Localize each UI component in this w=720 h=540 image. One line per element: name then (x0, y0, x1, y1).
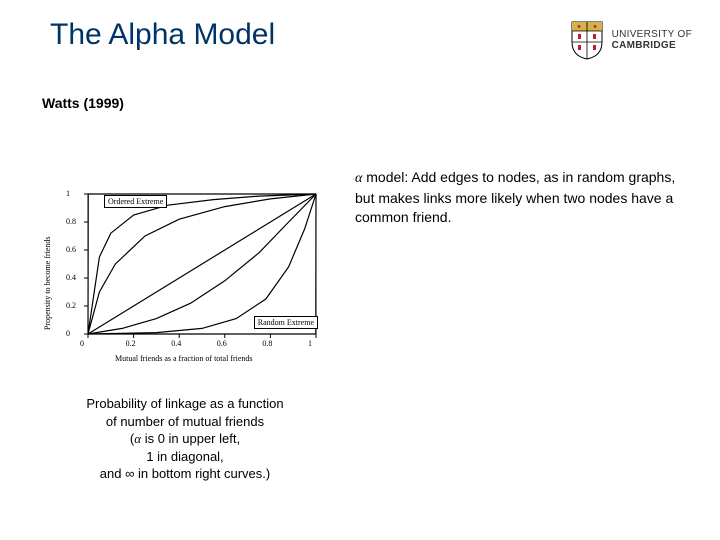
page-title: The Alpha Model (50, 18, 275, 52)
desc-text: model: Add edges to nodes, as in random … (355, 169, 675, 225)
y-tick: 0.6 (66, 245, 76, 254)
y-tick: 0.8 (66, 217, 76, 226)
slide: The Alpha Model UNIVERSITY OF CAMBRIDGE … (0, 0, 720, 540)
caption-line4: 1 in diagonal, (146, 449, 223, 464)
model-description: α model: Add edges to nodes, as in rando… (355, 168, 685, 227)
y-tick: 0.2 (66, 301, 76, 310)
ordered-extreme-box: Ordered Extreme (104, 195, 167, 208)
logo-text: UNIVERSITY OF CAMBRIDGE (612, 29, 692, 51)
x-tick: 1 (308, 339, 312, 348)
random-extreme-box: Random Extreme (254, 316, 318, 329)
x-tick: 0.2 (126, 339, 136, 348)
logo-line1: UNIVERSITY OF (612, 29, 692, 40)
x-tick: 0.6 (217, 339, 227, 348)
x-tick: 0.4 (171, 339, 181, 348)
caption-line5: and ∞ in bottom right curves.) (100, 466, 270, 481)
university-logo: UNIVERSITY OF CAMBRIDGE (570, 20, 692, 60)
x-axis-label: Mutual friends as a fraction of total fr… (115, 354, 253, 363)
x-tick: 0.8 (262, 339, 272, 348)
chart-caption: Probability of linkage as a function of … (25, 395, 345, 483)
propensity-chart: Propensity to become friends Mutual frie… (40, 190, 330, 365)
shield-icon (570, 20, 604, 60)
caption-line3-post: is 0 in upper left, (141, 431, 240, 446)
citation: Watts (1999) (42, 95, 124, 111)
caption-line2: of number of mutual friends (106, 414, 264, 429)
y-tick: 0 (66, 329, 70, 338)
logo-line2: CAMBRIDGE (612, 40, 692, 51)
x-tick: 0 (80, 339, 84, 348)
y-axis-label: Propensity to become friends (43, 236, 52, 330)
caption-line1: Probability of linkage as a function (86, 396, 283, 411)
y-tick: 1 (66, 189, 70, 198)
y-tick: 0.4 (66, 273, 76, 282)
